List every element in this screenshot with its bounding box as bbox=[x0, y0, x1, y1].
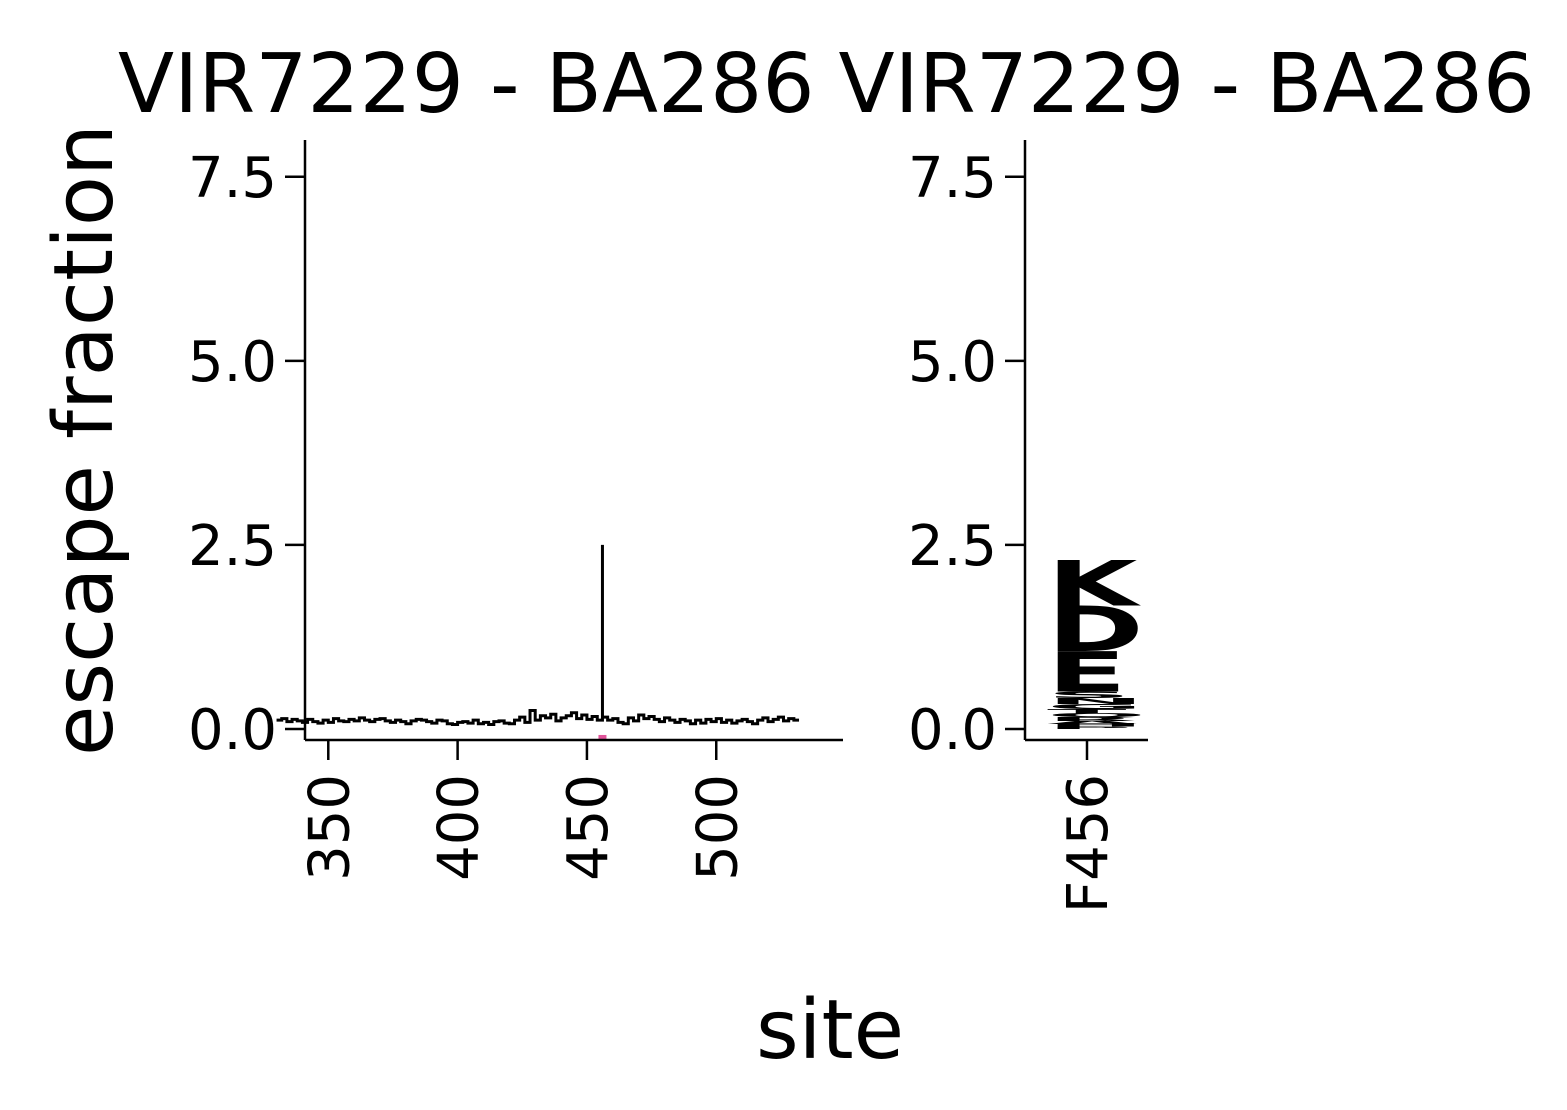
x-tick-label-left: 350 bbox=[297, 774, 362, 881]
site-escape-panel: VIR7229 - BA286 0.0 2.5 5.0 7.5 350 400 450 50… bbox=[118, 37, 843, 881]
logo-letter-Q: Q bbox=[1047, 713, 1146, 719]
y-tick-label-left: 0.0 bbox=[188, 698, 277, 763]
logo-letter-G: G bbox=[1047, 703, 1143, 711]
x-tick-label-site: F456 bbox=[1056, 774, 1121, 913]
y-tick-label-right: 2.5 bbox=[908, 514, 997, 579]
logo-letter-R: R bbox=[1047, 716, 1137, 722]
y-tick-label-right: 7.5 bbox=[908, 146, 997, 211]
logo-letter-N: N bbox=[1047, 696, 1145, 705]
logo-letter-S: S bbox=[1047, 690, 1131, 701]
y-tick-label-left: 7.5 bbox=[188, 146, 277, 211]
logo-letter-E: E bbox=[1047, 640, 1127, 705]
y-tick-label-right: 0.0 bbox=[908, 698, 997, 763]
site-escape-y-axis: 0.0 2.5 5.0 7.5 bbox=[188, 140, 307, 763]
x-tick-label-left: 450 bbox=[556, 774, 621, 881]
panel-title-left: VIR7229 - BA286 bbox=[118, 37, 815, 132]
panel-title-right: VIR7229 - BA286 bbox=[838, 37, 1535, 132]
logo-letter-H: H bbox=[1047, 723, 1145, 728]
logo-letter-A: A bbox=[1047, 720, 1137, 725]
logo-x-axis: F456 bbox=[1025, 738, 1148, 913]
logo-y-axis: 0.0 2.5 5.0 7.5 bbox=[908, 140, 1027, 763]
y-tick-label-left: 2.5 bbox=[188, 514, 277, 579]
logo-letter-T: T bbox=[1047, 708, 1127, 715]
x-axis-label: site bbox=[756, 983, 904, 1078]
highlight-site-marker bbox=[598, 734, 607, 739]
logo-letter-D: D bbox=[1047, 593, 1144, 666]
logo-letter-P: P bbox=[1047, 726, 1133, 730]
site-escape-x-axis: 350 400 450 500 bbox=[297, 738, 843, 881]
y-tick-label-right: 5.0 bbox=[908, 330, 997, 395]
y-tick-label-left: 5.0 bbox=[188, 330, 277, 395]
escape-profile-line bbox=[276, 544, 800, 727]
x-tick-label-left: 400 bbox=[427, 774, 492, 881]
y-axis-label: escape fraction bbox=[37, 124, 132, 756]
logo-letter-K: K bbox=[1047, 548, 1142, 621]
site-escape-plot-area bbox=[276, 544, 800, 739]
x-tick-label-left: 500 bbox=[685, 774, 750, 881]
